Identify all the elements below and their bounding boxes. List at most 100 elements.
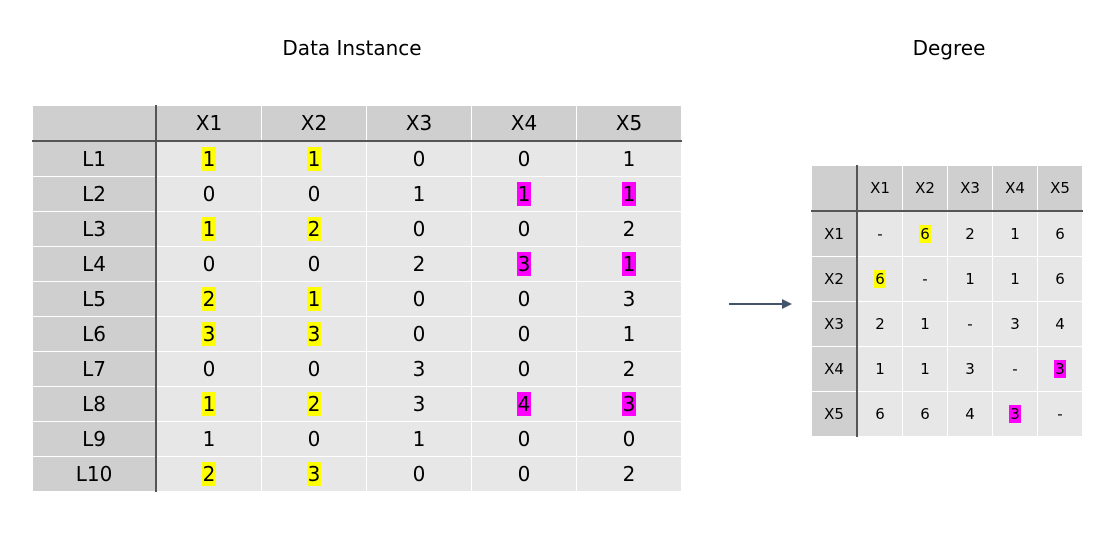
data-row-header: L5 [32,281,157,317]
degree-cell: 6 [856,256,903,302]
yellow-highlight: 1 [201,147,217,171]
data-cell: 1 [576,140,682,177]
table-row: X4 1 1 3-3 [811,346,1083,392]
table-row: L7 0 0 3 0 2 [32,351,682,387]
degree-cell: - [992,346,1038,392]
degree-cell: - [1037,391,1083,437]
data-cell: 3 [576,281,682,317]
data-cell: 2 [576,211,682,247]
degree-row-header: X2 [811,256,858,302]
degree-cell: 1 [902,301,948,347]
data-cell: 0 [471,421,577,457]
data-row-header: L6 [32,316,157,352]
degree-cell: - [902,256,948,302]
data-cell: 0 [261,351,367,387]
degree-cell: 3 [1037,346,1083,392]
degree-cell: 2 [856,301,903,347]
table-row: L8 1 2 3 4 3 [32,386,682,422]
data-row-header: L7 [32,351,157,387]
degree-cell: 4 [947,391,993,437]
data-cell: 1 [471,176,577,212]
degree-row-header: X3 [811,301,858,347]
data-row-header: L3 [32,211,157,247]
data-row-header: L4 [32,246,157,282]
data-cell: 3 [471,246,577,282]
data-cell: 3 [261,316,367,352]
data-instance-table: X1 X2 X3 X4 X5 L1 1 1 0 0 1 L2 0 0 1 1 1 L3 1 2 0 0 2 L4 0 0 2 3 1 L… [32,105,682,492]
degree-column-header: X1 [856,165,903,212]
data-cell: 1 [576,246,682,282]
data-cell: 0 [261,421,367,457]
table-row: X1-6 2 1 6 [811,210,1083,257]
data-column-header: X3 [366,105,472,142]
yellow-highlight: 2 [201,462,217,486]
degree-table: X1 X2 X3 X4 X5 X1-6 2 1 6 X2 6-1 1 6 X3 2 1-3 4 X4 1 1 3-3 X… [811,165,1083,437]
data-cell: 0 [155,176,262,212]
yellow-highlight: 2 [306,217,322,241]
degree-row-header: X5 [811,391,858,437]
degree-cell: 1 [992,256,1038,302]
yellow-highlight: 6 [874,270,886,288]
data-cell: 2 [261,211,367,247]
data-cell: 1 [155,211,262,247]
magenta-highlight: 3 [621,392,637,416]
magenta-highlight: 1 [516,182,532,206]
degree-cell: 6 [902,210,948,257]
yellow-highlight: 3 [306,462,322,486]
yellow-highlight: 3 [201,322,217,346]
data-corner-cell [32,105,157,142]
data-cell: 3 [155,316,262,352]
degree-column-header: X5 [1037,165,1083,212]
data-cell: 0 [471,140,577,177]
data-cell: 2 [155,281,262,317]
data-cell: 2 [576,456,682,492]
degree-cell: 3 [992,391,1038,437]
magenta-highlight: 1 [621,182,637,206]
data-cell: 1 [576,316,682,352]
degree-cell: - [856,210,903,257]
data-cell: 1 [155,421,262,457]
yellow-highlight: 2 [201,287,217,311]
table-row: X2 6-1 1 6 [811,256,1083,302]
table-row: L2 0 0 1 1 1 [32,176,682,212]
data-cell: 0 [471,281,577,317]
data-row-header: L2 [32,176,157,212]
data-cell: 3 [576,386,682,422]
degree-row-header: X4 [811,346,858,392]
degree-cell: 3 [992,301,1038,347]
data-cell: 0 [366,316,472,352]
yellow-highlight: 3 [306,322,322,346]
degree-title: Degree [912,36,986,60]
degree-cell: 6 [1037,256,1083,302]
table-row: L1 1 1 0 0 1 [32,140,682,177]
data-cell: 0 [471,316,577,352]
degree-column-header: X2 [902,165,948,212]
table-row: L9 1 0 1 0 0 [32,421,682,457]
data-column-header: X4 [471,105,577,142]
degree-cell: 1 [947,256,993,302]
magenta-highlight: 4 [516,392,532,416]
table-row: L3 1 2 0 0 2 [32,211,682,247]
data-cell: 2 [261,386,367,422]
degree-cell: 6 [856,391,903,437]
table-row: L5 2 1 0 0 3 [32,281,682,317]
data-cell: 0 [471,211,577,247]
table-header-row: X1 X2 X3 X4 X5 [32,105,682,142]
data-cell: 0 [366,211,472,247]
yellow-highlight: 1 [306,147,322,171]
magenta-highlight: 3 [1054,360,1066,378]
table-row: L6 3 3 0 0 1 [32,316,682,352]
data-cell: 2 [366,246,472,282]
magenta-highlight: 3 [1009,405,1021,423]
data-cell: 3 [366,386,472,422]
data-cell: 0 [366,456,472,492]
data-column-header: X2 [261,105,367,142]
data-cell: 1 [366,176,472,212]
yellow-highlight: 2 [306,392,322,416]
table-row: X5 6 6 4 3- [811,391,1083,437]
data-cell: 2 [576,351,682,387]
data-cell: 0 [261,246,367,282]
data-instance-title: Data Instance [282,36,422,60]
degree-cell: - [947,301,993,347]
table-row: L10 2 3 0 0 2 [32,456,682,492]
